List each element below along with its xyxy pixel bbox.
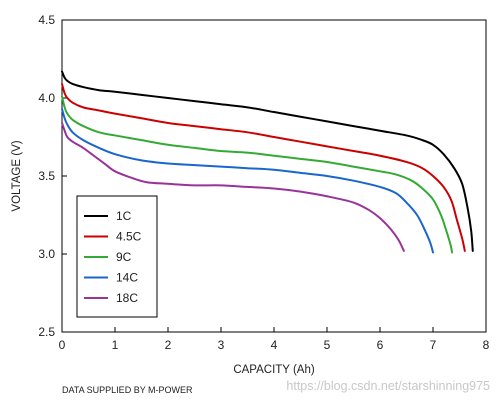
watermark-text: https://blog.csdn.net/starshinning975 [286, 379, 490, 393]
series-line-9c [61, 95, 454, 254]
x-tick-label: 1 [112, 338, 119, 352]
y-tick-label: 4.5 [38, 13, 55, 27]
axis-ticks: 0 1 2 3 4 5 6 7 8 4.5 4.0 3.5 3.0 2.5 [38, 13, 489, 352]
series-lines [61, 70, 474, 254]
legend: 1C 4.5C 9C 14C 18C [76, 195, 158, 318]
legend-label-4-5c: 4.5C [116, 230, 142, 244]
series-line-4-5c [61, 82, 466, 252]
x-tick-label: 8 [483, 338, 490, 352]
x-tick-label: 7 [430, 338, 437, 352]
series-line-18c [61, 121, 405, 252]
x-tick-label: 6 [377, 338, 384, 352]
legend-label-14c: 14C [116, 271, 138, 285]
series-line-1c [61, 70, 474, 252]
y-axis-title: VOLTAGE (V) [11, 140, 23, 211]
x-tick-label: 3 [218, 338, 225, 352]
legend-label-18c: 18C [116, 291, 138, 305]
y-tick-label: 2.5 [38, 325, 55, 339]
y-tick-label: 3.5 [38, 169, 55, 183]
legend-label-9c: 9C [116, 250, 132, 264]
series-line-14c [61, 107, 434, 254]
legend-label-1c: 1C [116, 209, 132, 223]
y-tick-label: 3.0 [38, 247, 55, 261]
y-tick-label: 4.0 [38, 91, 55, 105]
x-tick-label: 4 [271, 338, 278, 352]
x-tick-label: 5 [324, 338, 331, 352]
x-axis-title: CAPACITY (Ah) [233, 364, 315, 376]
x-tick-label: 2 [165, 338, 172, 352]
source-footnote: DATA SUPPLIED BY M-POWER [62, 385, 193, 395]
x-tick-label: 0 [59, 338, 66, 352]
